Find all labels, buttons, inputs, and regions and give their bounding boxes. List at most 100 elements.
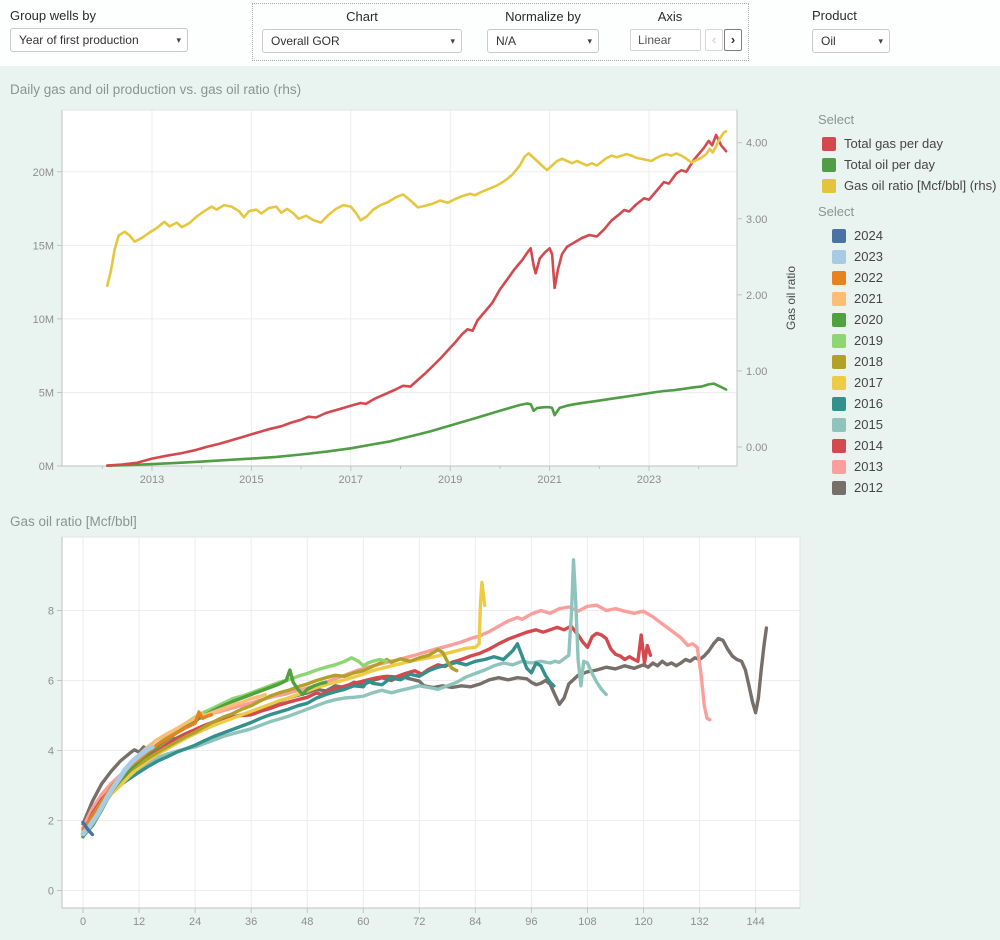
legend-swatch [832, 438, 846, 453]
x-tick-label: 36 [245, 916, 257, 928]
legend-item-2018[interactable]: 2018 [818, 351, 1000, 372]
group-wells-by-value: Year of first production [19, 33, 139, 47]
y2-tick-label: 4.00 [746, 138, 767, 150]
legend-item-2017[interactable]: 2017 [818, 372, 1000, 393]
legend-item-total-oil-per-day[interactable]: Total oil per day [818, 154, 1000, 175]
legend-item-2022[interactable]: 2022 [818, 267, 1000, 288]
series-legend-title: Select [818, 112, 855, 127]
chevron-down-icon: ▾ [878, 36, 883, 46]
x-tick-label: 144 [746, 916, 764, 928]
legend-label: 2021 [854, 291, 883, 306]
legend-label: 2014 [854, 438, 883, 453]
legend-item-2016[interactable]: 2016 [818, 393, 1000, 414]
y-tick-label: 20M [33, 167, 54, 179]
series-legend: Select Total gas per day Total oil per da… [818, 112, 1000, 196]
legend-swatch [832, 354, 846, 369]
axis-prev-button[interactable]: ‹ [705, 29, 723, 51]
legend-swatch [832, 291, 846, 306]
y-tick-label: 0M [39, 461, 54, 473]
legend-swatch [832, 312, 846, 327]
years-legend-title: Select [818, 204, 855, 219]
legend-item-2020[interactable]: 2020 [818, 309, 1000, 330]
legend-item-2012[interactable]: 2012 [818, 477, 1000, 498]
chevron-down-icon: ▾ [450, 36, 455, 46]
gor-chart-title: Gas oil ratio [Mcf/bbl] [10, 514, 137, 529]
control-bar: Group wells by Year of first production … [0, 0, 1000, 66]
y-tick-label: 15M [33, 240, 54, 252]
x-tick-label: 0 [80, 916, 86, 928]
legend-label: 2024 [854, 228, 883, 243]
legend-item-total-gas-per-day[interactable]: Total gas per day [818, 133, 1000, 154]
legend-label: 2017 [854, 375, 883, 390]
y-tick-label: 8 [48, 606, 54, 618]
x-tick-label: 2013 [140, 474, 164, 486]
legend-label: 2020 [854, 312, 883, 327]
x-tick-label: 2023 [637, 474, 661, 486]
plot-background [62, 537, 800, 908]
x-tick-label: 60 [357, 916, 369, 928]
normalize-by-select[interactable]: N/A ▾ [487, 29, 599, 53]
x-tick-label: 2015 [239, 474, 263, 486]
plot-background [62, 110, 737, 466]
legend-swatch [832, 228, 846, 243]
series-line-2023 [80, 744, 155, 837]
legend-item-2023[interactable]: 2023 [818, 246, 1000, 267]
group-wells-by-label: Group wells by [10, 8, 96, 23]
legend-swatch [832, 270, 846, 285]
chart-label: Chart [346, 9, 378, 24]
legend-label: Gas oil ratio [Mcf/bbl] (rhs) [844, 178, 997, 193]
production-chart-svg[interactable]: 2013 2015 2017 2019 2021 2023 0M 5M 10M 15M 20M 0.0… [8, 104, 803, 500]
y-tick-label: 5M [39, 387, 54, 399]
series-line-2014 [81, 624, 653, 836]
legend-swatch [832, 249, 846, 264]
legend-item-gas-oil-ratio-mcf-bbl-rhs[interactable]: Gas oil ratio [Mcf/bbl] (rhs) [818, 175, 1000, 196]
legend-label: Total oil per day [844, 157, 936, 172]
axis-label: Axis [657, 9, 683, 24]
normalize-by-label: Normalize by [505, 9, 581, 24]
years-legend: Select 2024 2023 2022 2021 2020 2019 2018 2017 2… [818, 204, 1000, 498]
legend-label: 2013 [854, 459, 883, 474]
series-line-2020 [81, 668, 328, 838]
chevron-down-icon: ▾ [176, 35, 181, 45]
series-line-total-gas-per-day [105, 133, 728, 467]
series-line-2024 [81, 820, 95, 837]
legend-item-2014[interactable]: 2014 [818, 435, 1000, 456]
legend-label: Total gas per day [844, 136, 944, 151]
x-tick-label: 48 [301, 916, 313, 928]
product-select[interactable]: Oil ▾ [812, 29, 890, 53]
chart-select[interactable]: Overall GOR ▾ [262, 29, 462, 53]
chevron-right-icon: › [730, 32, 736, 47]
legend-item-2021[interactable]: 2021 [818, 288, 1000, 309]
x-tick-label: 96 [525, 916, 537, 928]
product-value: Oil [821, 34, 836, 48]
axis-next-button[interactable]: › [724, 29, 742, 51]
series-line-total-oil-per-day [105, 382, 728, 467]
legend-item-2019[interactable]: 2019 [818, 330, 1000, 351]
y-tick-label: 10M [33, 314, 54, 326]
legend-swatch [832, 333, 846, 348]
series-line-gas-oil-ratio-mcf-bbl-rhs [105, 130, 728, 287]
x-tick-label: 2019 [438, 474, 462, 486]
series-line-2018 [81, 648, 459, 835]
y-tick-label: 4 [48, 746, 54, 758]
y2-tick-label: 3.00 [746, 214, 767, 226]
group-wells-by-select[interactable]: Year of first production ▾ [10, 28, 188, 52]
axis-input[interactable]: Linear [630, 29, 701, 51]
legend-label: 2018 [854, 354, 883, 369]
chevron-left-icon: ‹ [711, 32, 717, 47]
x-tick-label: 132 [690, 916, 708, 928]
legend-item-2013[interactable]: 2013 [818, 456, 1000, 477]
x-tick-label: 72 [413, 916, 425, 928]
legend-label: 2019 [854, 333, 883, 348]
legend-swatch [832, 396, 846, 411]
axis-value: Linear [638, 33, 672, 47]
legend-swatch [822, 136, 836, 151]
x-tick-label: 108 [578, 916, 596, 928]
y-tick-label: 6 [48, 676, 54, 688]
legend-label: 2012 [854, 480, 883, 495]
legend-item-2024[interactable]: 2024 [818, 225, 1000, 246]
chart-value: Overall GOR [271, 34, 340, 48]
legend-item-2015[interactable]: 2015 [818, 414, 1000, 435]
y2-tick-label: 1.00 [746, 366, 767, 378]
